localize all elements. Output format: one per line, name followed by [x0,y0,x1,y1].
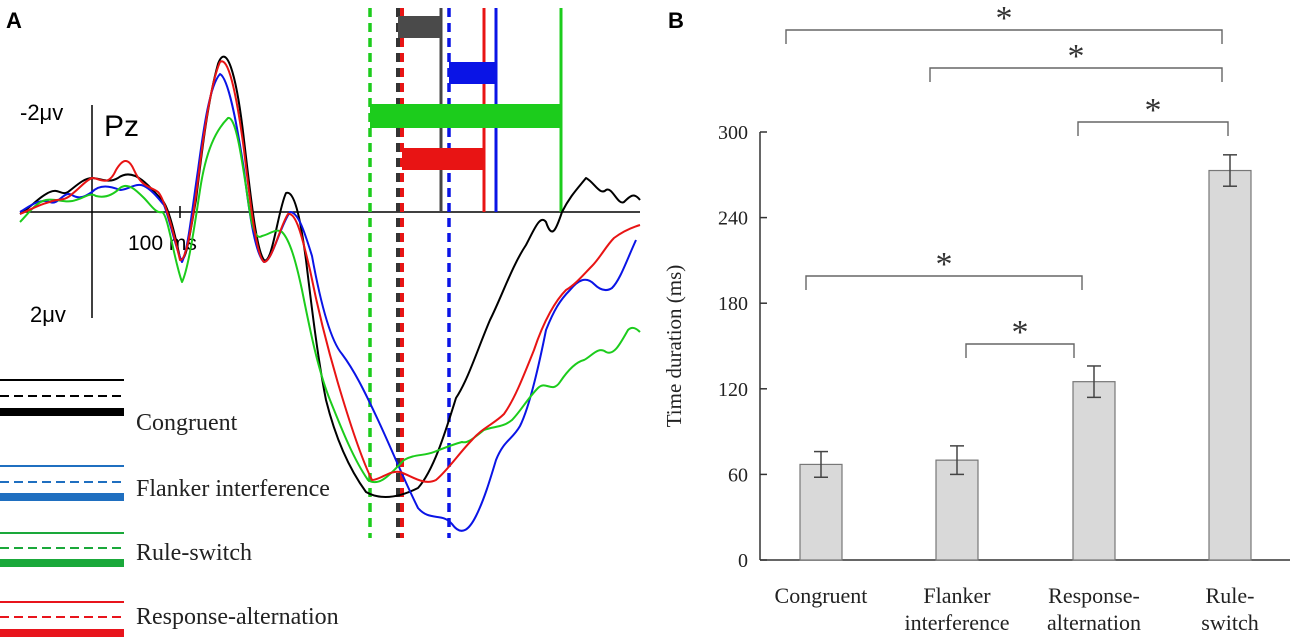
response-alt-waveform [19,60,641,483]
response-alt-duration-bar [402,148,484,170]
y-bottom-label: 2μv [30,302,66,327]
y-tick-label: 60 [728,464,748,486]
panel-b-letter: B [668,8,684,33]
panel-a-letter: A [6,8,22,33]
significance-star: * [1068,38,1085,75]
bar-chart: 0 60 120 180 240 300 Time duration (ms) Congrue… [662,0,1290,635]
bar [799,463,843,561]
legend-rule-switch-label: Rule-switch [136,540,252,566]
significance-star: * [1012,314,1029,351]
significance-star: * [1145,92,1162,129]
significance-star: * [936,246,953,283]
significance-bracket [805,275,1083,290]
x-category-label: Rule- [1206,583,1255,608]
flanker-duration-bar [449,62,496,84]
y-tick-label: 240 [718,208,748,230]
bar [1208,169,1252,561]
x-category-label: alternation [1047,610,1141,635]
legend: Congruent Flanker interference Rule-swit… [0,379,339,637]
bar [935,459,979,561]
rule-switch-waveform [19,117,641,483]
congruent-waveform [19,55,641,498]
significance-bracket [929,67,1223,82]
significance-bracket [965,343,1075,358]
electrode-label: Pz [104,110,139,143]
x-category-label: interference [904,610,1009,635]
x-category-label: Flanker [923,583,991,608]
rule-switch-duration-bar [370,104,561,128]
y-tick-label: 120 [718,379,748,401]
congruent-duration-bar [398,16,441,38]
legend-flanker-label: Flanker interference [136,476,330,502]
significance-star: * [996,0,1013,37]
significance-bracket [785,29,1223,44]
y-tick-label: 180 [718,293,748,315]
legend-congruent-label: Congruent [136,410,238,436]
x-category-label: switch [1201,610,1258,635]
x-scale-label: 100 ms [128,232,197,255]
x-category-label: Congruent [775,583,868,608]
y-axis-label: Time duration (ms) [662,265,686,428]
bar [1072,381,1116,561]
y-tick-label: 300 [718,122,748,144]
y-tick-label: 0 [738,550,748,572]
y-top-label: -2μv [20,100,63,125]
significance-bracket [1077,121,1229,136]
legend-response-alt-label: Response-alternation [136,604,339,630]
x-category-label: Response- [1048,583,1140,608]
